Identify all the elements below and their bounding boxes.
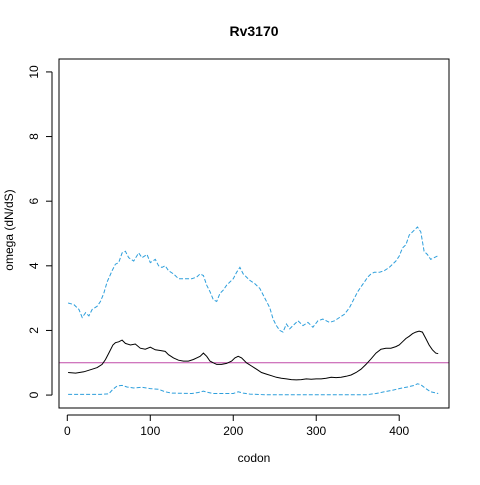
x-tick-label: 0 xyxy=(64,424,71,438)
x-axis-label: codon xyxy=(238,451,271,465)
x-tick-label: 400 xyxy=(389,424,409,438)
x-tick-label: 200 xyxy=(223,424,243,438)
series-line-upper-bound xyxy=(67,226,438,333)
x-tick-label: 300 xyxy=(306,424,326,438)
series-line-lower-bound xyxy=(68,383,439,396)
y-tick-label: 8 xyxy=(27,133,41,140)
y-tick-label: 10 xyxy=(27,65,41,79)
y-tick-label: 4 xyxy=(27,262,41,269)
plot-frame xyxy=(58,58,450,409)
y-tick-label: 6 xyxy=(27,198,41,205)
y-tick-label: 0 xyxy=(27,391,41,398)
x-tick-label: 100 xyxy=(140,424,160,438)
chart-title: Rv3170 xyxy=(229,23,278,39)
series-line-estimate xyxy=(68,330,439,381)
plot-layer xyxy=(59,226,449,396)
y-axis-label: omega (dN/dS) xyxy=(2,189,16,270)
y-tick-label: 2 xyxy=(27,327,41,334)
axes-layer: 0 100 200 300 400 0 2 4 6 8 10 xyxy=(27,65,410,438)
